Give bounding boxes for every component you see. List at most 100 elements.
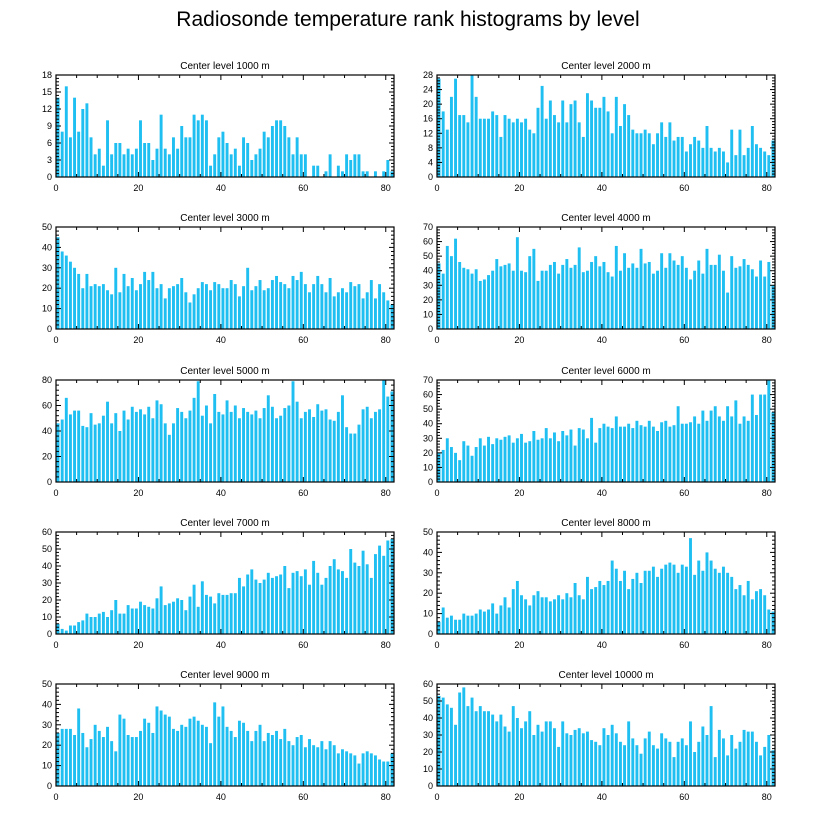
histogram-bar [470,273,474,329]
y-tick-label: 20 [42,452,52,462]
histogram-bar [532,735,536,786]
x-tick-label: 80 [762,792,772,802]
plot-frame [436,531,776,635]
histogram-bar [713,568,717,634]
histogram-bar [746,580,750,634]
histogram-bar [196,288,200,329]
histogram-bar [159,404,163,482]
histogram-bar [449,96,453,177]
histogram-bar [466,445,470,482]
histogram-bar [349,753,353,786]
histogram-bar [643,426,647,482]
histogram-bar [503,264,507,329]
y-tick-label: 0 [428,629,433,639]
histogram-bar [602,728,606,786]
histogram-bar [221,288,225,329]
histogram-bar [553,599,556,634]
panel-title: Center level 10000 m [558,670,653,681]
histogram-bar [656,748,659,786]
histogram-bar [192,397,196,482]
histogram-bar [730,129,734,177]
histogram-bar [85,427,89,482]
histogram-bar [373,411,377,483]
histogram-bar [134,411,138,483]
histogram-bar [565,122,569,177]
histogram-bar [635,420,639,482]
histogram-bar [767,735,771,786]
histogram-bar [369,280,373,329]
histogram-bar [573,264,577,329]
histogram-bar [126,148,130,177]
histogram-bar [81,732,85,786]
histogram-bar [167,716,171,786]
histogram-bar [590,100,594,177]
histogram-bar [771,750,775,786]
histogram-bar [445,245,449,329]
histogram-panel: Center level 7000 m 0 20 40 60 80 0 10 20 30 40 50 6… [42,518,395,650]
histogram-bar [713,151,717,177]
histogram-bar [345,751,349,786]
y-tick-label: 0 [47,172,52,182]
histogram-bar [478,280,482,329]
histogram-bar [726,406,730,482]
histogram-bar [610,724,614,786]
histogram-bar [684,566,688,634]
histogram-bar [478,118,482,177]
histogram-bar [466,269,470,329]
histogram-bar [759,755,763,786]
histogram-bar [68,137,72,177]
histogram-bar [341,171,344,177]
histogram-bar [627,423,631,482]
histogram-bar [382,171,386,177]
histogram-bar [618,270,622,329]
histogram-bar [287,588,291,634]
histogram-bar [221,706,225,786]
histogram-bar [759,394,763,482]
histogram-bar [742,416,746,482]
histogram-bar [126,735,130,786]
histogram-bar [192,294,196,329]
histogram-bar [229,730,233,786]
histogram-bar [176,284,180,329]
histogram-bar [221,414,225,482]
histogram-bar [441,449,445,482]
histogram-bar [717,254,721,329]
histogram-bar [590,740,594,786]
histogram-bar [180,600,184,634]
histogram-bar [328,566,332,634]
histogram-bar [250,741,254,786]
histogram-bar [561,431,565,482]
histogram-bar [536,724,540,786]
histogram-bar [200,282,204,329]
histogram-bar [155,288,159,329]
histogram-bar [565,259,569,329]
histogram-bar [101,737,105,786]
histogram-bar [139,409,142,482]
histogram-bar [324,749,328,786]
histogram-bar [717,147,721,177]
histogram-bar [445,617,449,634]
x-tick-label: 20 [514,640,524,650]
histogram-bar [499,714,503,786]
histogram-bar [515,237,519,329]
histogram-bar [454,78,458,177]
histogram-bar [209,596,213,634]
histogram-bar [639,753,643,786]
x-tick-label: 80 [381,183,391,193]
histogram-bar [147,280,151,329]
histogram-bar [254,579,258,634]
histogram-bar [623,570,627,634]
histogram-bar [77,131,81,177]
histogram-bar [684,423,688,482]
histogram-bar [143,605,147,634]
histogram-bar [511,122,515,177]
histogram-bar [676,741,680,786]
histogram-bar [279,415,283,482]
histogram-bar [176,730,180,786]
histogram-bar [553,728,556,786]
histogram-bar [303,284,307,329]
histogram-bar [275,275,278,329]
histogram-bar [635,267,639,329]
histogram-bar [200,724,204,786]
histogram-bar [386,160,390,177]
